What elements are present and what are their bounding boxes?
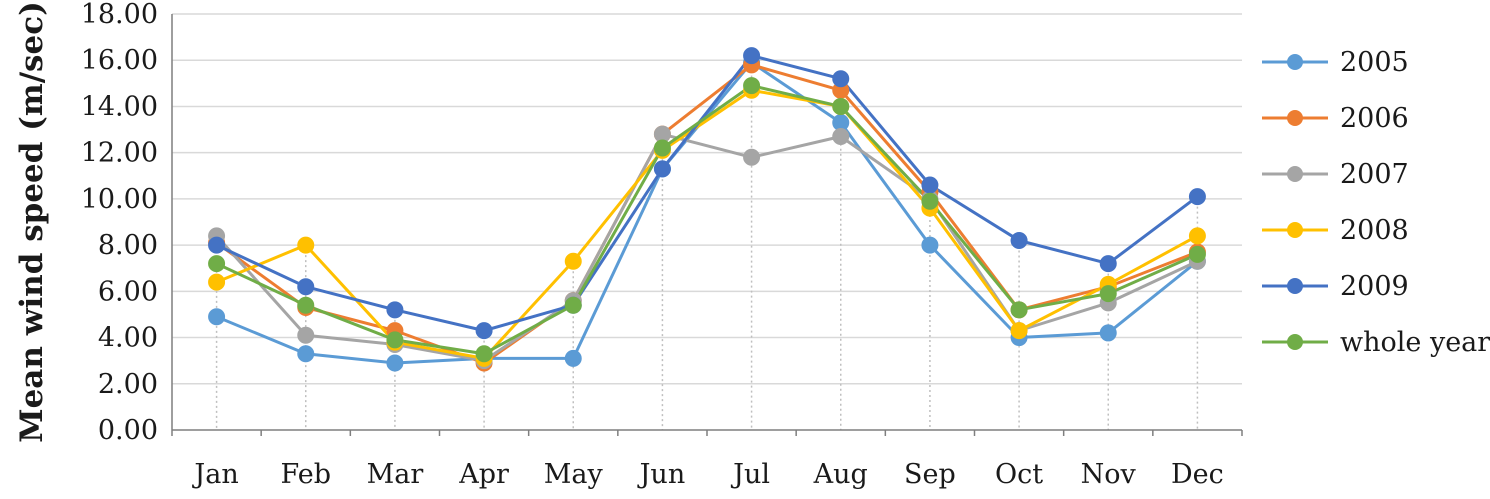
y-tick-label: 16.00 — [81, 45, 158, 76]
data-point — [1188, 188, 1206, 206]
x-tick-label: Mar — [367, 459, 424, 490]
legend-label: 2007 — [1340, 159, 1409, 190]
legend-marker — [1287, 334, 1303, 350]
y-axis-title: Mean wind speed (m/sec) — [14, 1, 50, 442]
y-tick-label: 8.00 — [98, 230, 158, 261]
x-tick-label: Sep — [904, 459, 956, 490]
x-tick-label: Nov — [1081, 459, 1137, 490]
legend-label: 2008 — [1340, 215, 1409, 246]
legend-label: 2005 — [1340, 47, 1409, 78]
series-line — [215, 132, 1199, 363]
y-tick-label: 12.00 — [81, 138, 158, 169]
y-tick-label: 2.00 — [98, 369, 158, 400]
data-point — [1188, 245, 1206, 263]
data-point — [386, 354, 404, 372]
x-tick-label: Jan — [191, 459, 238, 490]
legend-marker — [1287, 54, 1303, 70]
data-point — [564, 252, 582, 270]
data-point — [832, 70, 850, 88]
y-tick-label: 18.00 — [81, 0, 158, 30]
x-tick-label: Jun — [637, 459, 686, 490]
series-line — [215, 54, 1199, 333]
data-point — [208, 236, 226, 254]
legend-marker — [1287, 110, 1303, 126]
data-point — [297, 326, 315, 344]
data-point — [921, 192, 939, 210]
x-tick-label: May — [544, 459, 604, 490]
x-tick-label: Oct — [995, 459, 1043, 490]
data-point — [564, 296, 582, 314]
data-point — [475, 322, 493, 340]
legend-marker — [1287, 222, 1303, 238]
legend-marker — [1287, 278, 1303, 294]
data-point — [653, 139, 671, 157]
data-point — [208, 255, 226, 273]
legend-label: 2006 — [1340, 103, 1409, 134]
y-tick-label: 0.00 — [98, 415, 158, 446]
series-line — [215, 63, 1198, 365]
data-point — [1099, 324, 1117, 342]
data-point — [208, 308, 226, 326]
x-tick-label: Apr — [458, 459, 509, 490]
y-tick-label: 6.00 — [98, 276, 158, 307]
data-point — [832, 97, 850, 115]
x-tick-label: Aug — [813, 459, 868, 490]
data-point — [832, 127, 850, 145]
x-tick-label: Dec — [1171, 459, 1224, 490]
data-point — [297, 278, 315, 296]
data-point — [921, 176, 939, 194]
data-point — [743, 47, 761, 65]
data-point — [1099, 255, 1117, 273]
legend-marker — [1287, 166, 1303, 182]
x-tick-label: Feb — [280, 459, 331, 490]
data-point — [1010, 322, 1028, 340]
data-point — [921, 236, 939, 254]
data-point — [386, 301, 404, 319]
series-line — [216, 88, 1199, 360]
data-point — [208, 273, 226, 291]
data-point — [475, 345, 493, 363]
data-point — [1010, 301, 1028, 319]
y-tick-label: 14.00 — [81, 91, 158, 122]
data-point — [1010, 231, 1028, 249]
data-point — [1188, 227, 1206, 245]
data-point — [743, 148, 761, 166]
data-point — [297, 236, 315, 254]
data-point — [297, 345, 315, 363]
data-point — [297, 296, 315, 314]
y-tick-label: 10.00 — [81, 184, 158, 215]
series-line — [216, 61, 1199, 365]
data-point — [386, 331, 404, 349]
data-point — [1099, 285, 1117, 303]
legend-label: 2009 — [1340, 271, 1409, 302]
data-point — [653, 160, 671, 178]
data-point — [743, 77, 761, 95]
x-tick-label: Jul — [730, 459, 770, 490]
y-tick-label: 4.00 — [98, 323, 158, 354]
series-line — [215, 84, 1199, 356]
data-point — [564, 349, 582, 367]
legend-label: whole year — [1340, 327, 1490, 358]
